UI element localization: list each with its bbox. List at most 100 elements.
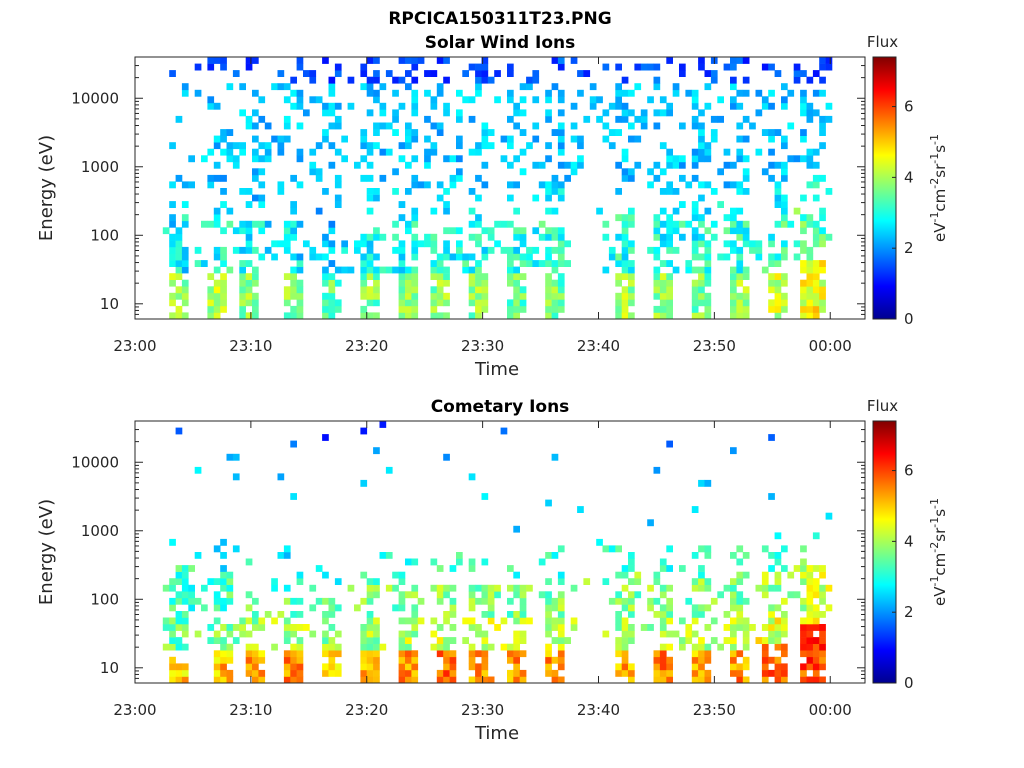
- heatmap-cell: [545, 155, 552, 163]
- heatmap-cell: [226, 669, 234, 677]
- heatmap-cell: [621, 233, 629, 241]
- heatmap-cell: [443, 292, 450, 300]
- heatmap-cell: [290, 253, 297, 261]
- heatmap-cell: [283, 122, 291, 130]
- heatmap-cell: [691, 233, 699, 241]
- heatmap-cell: [487, 617, 495, 625]
- heatmap-cell: [341, 135, 348, 143]
- heatmap-cell: [736, 181, 744, 189]
- heatmap-cell: [296, 650, 304, 658]
- heatmap-cell: [430, 240, 438, 248]
- heatmap-cell: [621, 292, 629, 300]
- heatmap-cell: [774, 630, 782, 638]
- heatmap-cell: [181, 292, 189, 300]
- heatmap-cell: [659, 207, 667, 215]
- heatmap-cell: [819, 227, 826, 235]
- heatmap-cell: [653, 253, 661, 261]
- heatmap-cell: [405, 312, 412, 320]
- heatmap-cell: [405, 135, 412, 143]
- heatmap-cell: [405, 83, 412, 91]
- heatmap-cell: [666, 292, 673, 300]
- heatmap-cell: [379, 122, 387, 130]
- heatmap-cell: [730, 207, 737, 215]
- heatmap-cell: [723, 214, 731, 222]
- heatmap-cell: [736, 578, 744, 585]
- heatmap-cell: [322, 611, 329, 618]
- heatmap-cell: [672, 83, 680, 91]
- heatmap-cell: [258, 115, 266, 123]
- colorbar-tick-label: 6: [904, 98, 914, 116]
- heatmap-cell: [583, 115, 591, 123]
- heatmap-cell: [398, 578, 406, 585]
- heatmap-cell: [175, 240, 183, 248]
- heatmap-cell: [730, 312, 737, 320]
- heatmap-cell: [436, 676, 444, 684]
- heatmap-cell: [704, 552, 712, 559]
- heatmap-cell: [392, 168, 399, 176]
- heatmap-cell: [500, 135, 508, 143]
- heatmap-cell: [812, 312, 820, 320]
- heatmap-cell: [411, 604, 419, 612]
- heatmap-cell: [475, 279, 482, 287]
- heatmap-cell: [755, 246, 763, 254]
- heatmap-cell: [245, 312, 253, 320]
- heatmap-cell: [449, 253, 457, 261]
- heatmap-cell: [787, 122, 795, 130]
- heatmap-cell: [698, 266, 705, 274]
- heatmap-cell: [825, 63, 833, 71]
- heatmap-cell: [245, 233, 253, 241]
- heatmap-cell: [507, 656, 514, 664]
- heatmap-cell: [462, 260, 469, 267]
- heatmap-cell: [557, 656, 565, 664]
- heatmap-cell: [430, 643, 438, 651]
- heatmap-cell: [704, 643, 712, 651]
- heatmap-cell: [800, 578, 807, 585]
- heatmap-cell: [245, 591, 253, 599]
- heatmap-cell: [449, 669, 457, 677]
- heatmap-cell: [819, 115, 826, 123]
- heatmap-cell: [812, 181, 820, 189]
- heatmap-cell: [436, 312, 444, 320]
- heatmap-cell: [742, 624, 750, 631]
- heatmap-cell: [169, 220, 176, 228]
- heatmap-cell: [220, 246, 227, 254]
- heatmap-cell: [226, 630, 234, 638]
- heatmap-cell: [360, 292, 368, 300]
- heatmap-cell: [226, 453, 234, 461]
- heatmap-cell: [475, 676, 482, 684]
- heatmap-cell: [405, 227, 412, 235]
- heatmap-cell: [309, 161, 317, 169]
- heatmap-cell: [175, 273, 183, 280]
- heatmap-cell: [220, 565, 227, 572]
- heatmap-cell: [213, 220, 221, 228]
- heatmap-cell: [309, 584, 317, 592]
- heatmap-cell: [373, 273, 380, 280]
- heatmap-cell: [557, 148, 565, 156]
- heatmap-cell: [800, 292, 807, 300]
- heatmap-cell: [704, 266, 712, 274]
- heatmap-cell: [213, 604, 221, 612]
- heatmap-cell: [513, 656, 520, 664]
- x-tick-label: 23:10: [229, 337, 272, 355]
- heatmap-cell: [653, 220, 661, 228]
- heatmap-cell: [379, 233, 387, 241]
- heatmap-cell: [666, 181, 673, 189]
- heatmap-cell: [800, 279, 807, 287]
- heatmap-cell: [481, 129, 489, 136]
- heatmap-cell: [819, 611, 826, 618]
- heatmap-cell: [360, 656, 368, 664]
- heatmap-cell: [691, 305, 699, 313]
- heatmap-cell: [303, 240, 310, 248]
- heatmap-cell: [411, 656, 419, 664]
- heatmap-cell: [691, 578, 699, 585]
- heatmap-cell: [366, 312, 374, 320]
- heatmap-cell: [519, 669, 527, 677]
- heatmap-cell: [328, 286, 336, 294]
- heatmap-cell: [290, 493, 297, 500]
- heatmap-cell: [245, 656, 253, 664]
- heatmap-cell: [507, 676, 514, 684]
- heatmap-cell: [232, 155, 240, 163]
- heatmap-cell: [277, 135, 285, 143]
- heatmap-cell: [507, 669, 514, 677]
- heatmap-cell: [647, 168, 654, 176]
